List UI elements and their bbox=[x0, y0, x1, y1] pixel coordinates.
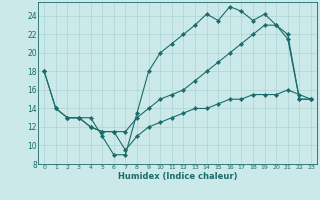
X-axis label: Humidex (Indice chaleur): Humidex (Indice chaleur) bbox=[118, 172, 237, 181]
